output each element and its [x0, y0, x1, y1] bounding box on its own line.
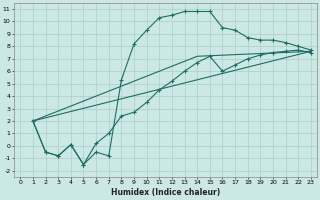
- X-axis label: Humidex (Indice chaleur): Humidex (Indice chaleur): [111, 188, 220, 197]
